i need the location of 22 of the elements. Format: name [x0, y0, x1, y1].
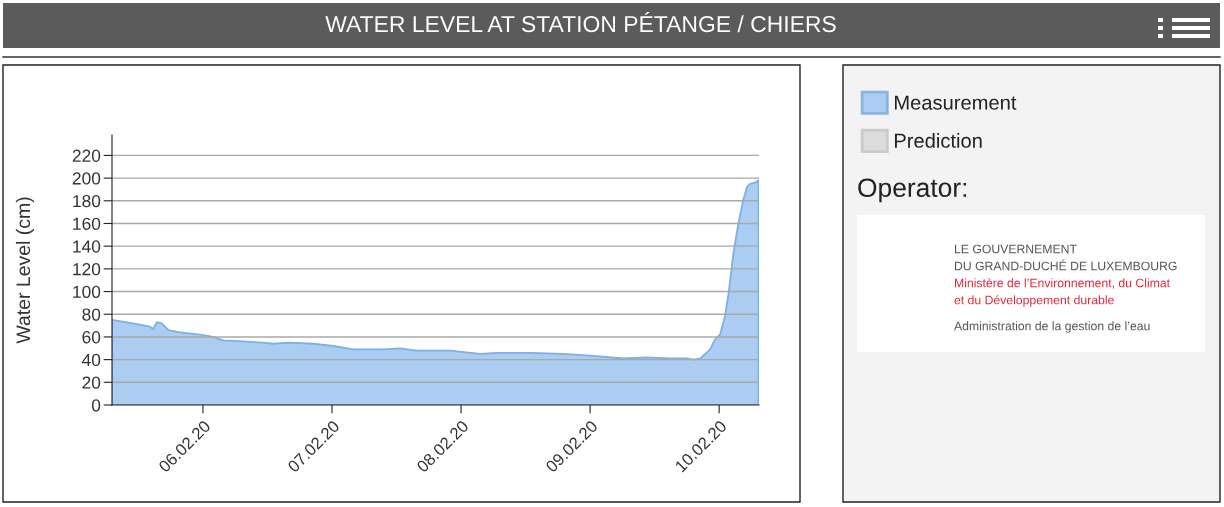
y-tick-label: 140 [73, 240, 101, 253]
y-tick-label: 200 [72, 172, 101, 185]
y-tick-label: 220 [72, 149, 101, 162]
chart-title: WATER LEVEL AT STATION PÉTANGE / CHIERS [325, 12, 836, 33]
y-axis-title: Water Level (cm) [15, 197, 34, 344]
y-tick-label: 0 [91, 399, 101, 412]
text: et du Développement durable [954, 295, 1114, 307]
text: Operator: [858, 178, 967, 203]
y-tick-label: 100 [73, 285, 101, 299]
y-tick-label: 120 [73, 263, 101, 276]
text: Administration de la gestion de l’eau [954, 321, 1150, 333]
legend-label: Measurement [894, 95, 1017, 110]
text: DU GRAND-DUCHÉ DE LUXEMBOURG [955, 259, 1177, 271]
y-tick-label: 40 [81, 353, 101, 367]
y-tick-label: 160 [73, 217, 101, 230]
text: Ministère de l’Environnement, du Climat [955, 278, 1170, 289]
y-tick-label: 60 [82, 331, 101, 344]
legend-label: Prediction [894, 133, 982, 148]
text: LE GOUVERNEMENT [955, 244, 1077, 254]
y-tick-label: 20 [82, 376, 101, 389]
y-tick-label: 180 [73, 194, 101, 208]
y-tick-label: 80 [82, 308, 101, 321]
